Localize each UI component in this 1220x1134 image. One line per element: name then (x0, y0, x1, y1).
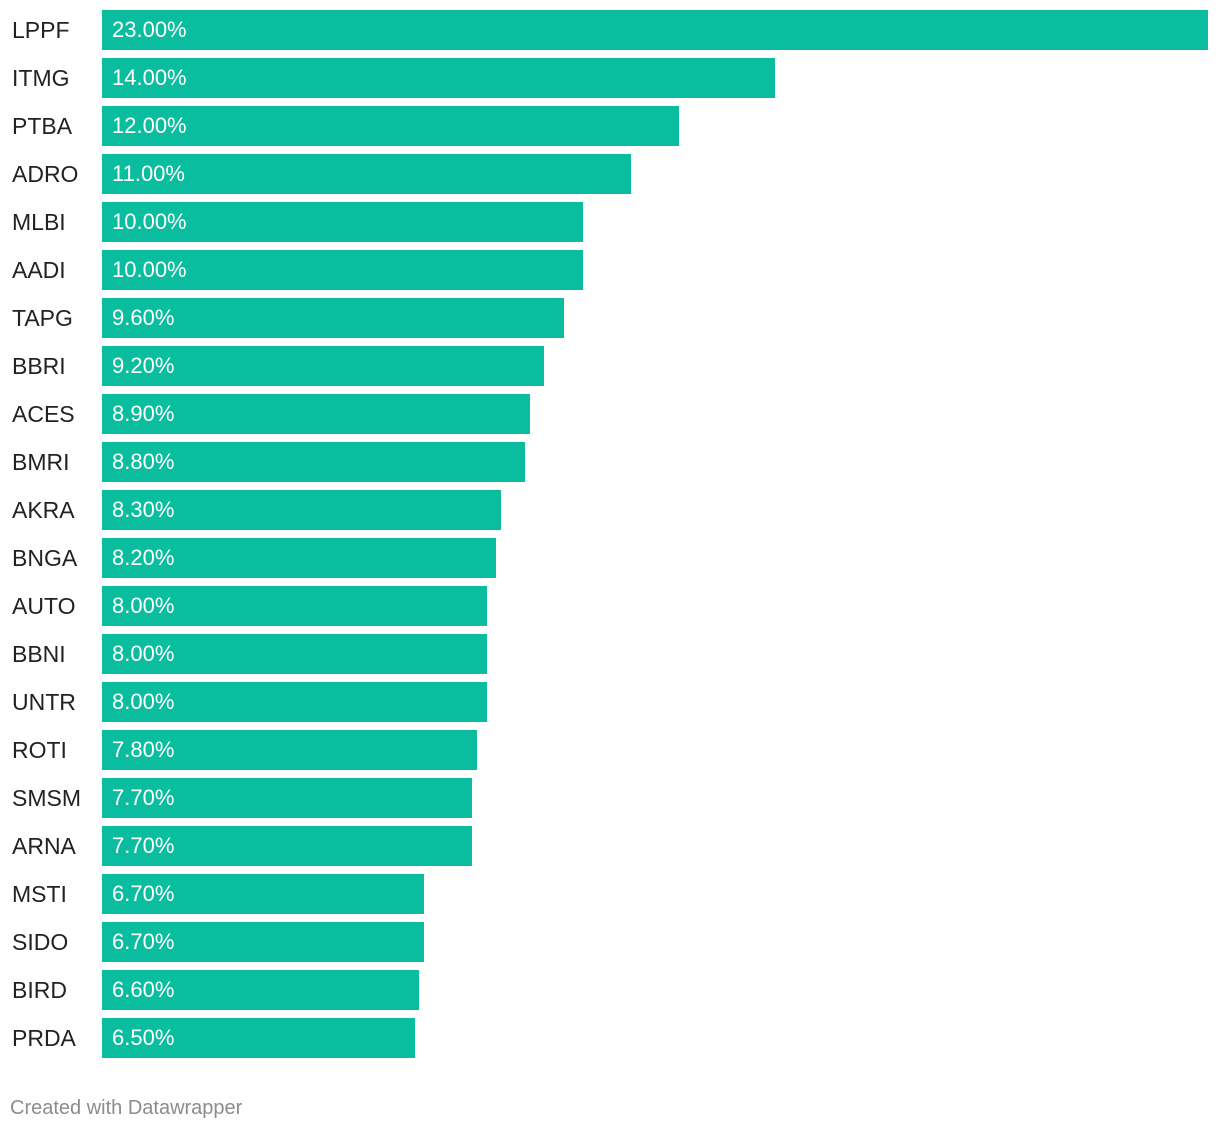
bar-row: TAPG 9.60% (0, 298, 1220, 338)
value-label: 7.70% (112, 833, 175, 858)
bar-row: SMSM 7.70% (0, 778, 1220, 818)
category-label: ADRO (12, 161, 79, 187)
value-label: 8.20% (112, 545, 175, 570)
category-label: BIRD (12, 977, 67, 1003)
bar (102, 10, 1208, 50)
category-label: MLBI (12, 209, 66, 235)
bar (102, 730, 477, 770)
category-label: AADI (12, 257, 66, 283)
bar (102, 922, 424, 962)
bar (102, 874, 424, 914)
bar (102, 202, 583, 242)
bar (102, 778, 472, 818)
category-label: BMRI (12, 449, 70, 475)
category-label: SIDO (12, 929, 69, 955)
bar-row: BBRI 9.20% (0, 346, 1220, 386)
bar-row: MSTI 6.70% (0, 874, 1220, 914)
category-label: LPPF (12, 17, 70, 43)
category-label: ARNA (12, 833, 76, 859)
category-label: AKRA (12, 497, 75, 523)
bar (102, 826, 472, 866)
bar-row: SIDO 6.70% (0, 922, 1220, 962)
category-label: SMSM (12, 785, 81, 811)
value-label: 12.00% (112, 113, 187, 138)
bar (102, 586, 487, 626)
bar-row: ARNA 7.70% (0, 826, 1220, 866)
bar-row: LPPF 23.00% (0, 10, 1220, 50)
category-label: BBRI (12, 353, 66, 379)
category-label: PRDA (12, 1025, 76, 1051)
value-label: 7.70% (112, 785, 175, 810)
bar (102, 490, 501, 530)
category-label: UNTR (12, 689, 76, 715)
bar-row: PRDA 6.50% (0, 1018, 1220, 1058)
value-label: 8.90% (112, 401, 175, 426)
bar (102, 298, 564, 338)
bar-row: ROTI 7.80% (0, 730, 1220, 770)
bar-row: BNGA 8.20% (0, 538, 1220, 578)
bar (102, 58, 775, 98)
bar-row: MLBI 10.00% (0, 202, 1220, 242)
value-label: 10.00% (112, 257, 187, 282)
bar-row: BMRI 8.80% (0, 442, 1220, 482)
bar (102, 250, 583, 290)
value-label: 7.80% (112, 737, 175, 762)
bar-row: UNTR 8.00% (0, 682, 1220, 722)
value-label: 6.50% (112, 1025, 175, 1050)
bar-row: ITMG 14.00% (0, 58, 1220, 98)
value-label: 8.30% (112, 497, 175, 522)
bar-row: ACES 8.90% (0, 394, 1220, 434)
bar (102, 538, 496, 578)
value-label: 14.00% (112, 65, 187, 90)
bar (102, 154, 631, 194)
bar (102, 442, 525, 482)
bar-row: BBNI 8.00% (0, 634, 1220, 674)
value-label: 6.70% (112, 881, 175, 906)
value-label: 6.60% (112, 977, 175, 1002)
category-label: TAPG (12, 305, 73, 331)
value-label: 8.00% (112, 641, 175, 666)
bar-row: PTBA 12.00% (0, 106, 1220, 146)
bar-row: AADI 10.00% (0, 250, 1220, 290)
category-label: ROTI (12, 737, 67, 763)
value-label: 6.70% (112, 929, 175, 954)
bar (102, 346, 544, 386)
bar-row: ADRO 11.00% (0, 154, 1220, 194)
category-label: ACES (12, 401, 75, 427)
bar (102, 106, 679, 146)
value-label: 11.00% (112, 161, 185, 186)
bar-chart: LPPF 23.00% ITMG 14.00% PTBA 12.00% ADRO 11.00%… (0, 10, 1220, 1058)
category-label: AUTO (12, 593, 76, 619)
value-label: 8.00% (112, 689, 175, 714)
bar (102, 634, 487, 674)
value-label: 10.00% (112, 209, 187, 234)
bar-row: AKRA 8.30% (0, 490, 1220, 530)
category-label: BBNI (12, 641, 66, 667)
bar (102, 970, 419, 1010)
value-label: 9.60% (112, 305, 175, 330)
value-label: 23.00% (112, 17, 187, 42)
bar (102, 682, 487, 722)
bar (102, 1018, 415, 1058)
bar-row: AUTO 8.00% (0, 586, 1220, 626)
category-label: PTBA (12, 113, 73, 139)
category-label: MSTI (12, 881, 67, 907)
credit-footer: Created with Datawrapper (10, 1097, 243, 1119)
value-label: 8.80% (112, 449, 175, 474)
value-label: 8.00% (112, 593, 175, 618)
bar-row: BIRD 6.60% (0, 970, 1220, 1010)
value-label: 9.20% (112, 353, 175, 378)
category-label: BNGA (12, 545, 78, 571)
bar (102, 394, 530, 434)
category-label: ITMG (12, 65, 70, 91)
